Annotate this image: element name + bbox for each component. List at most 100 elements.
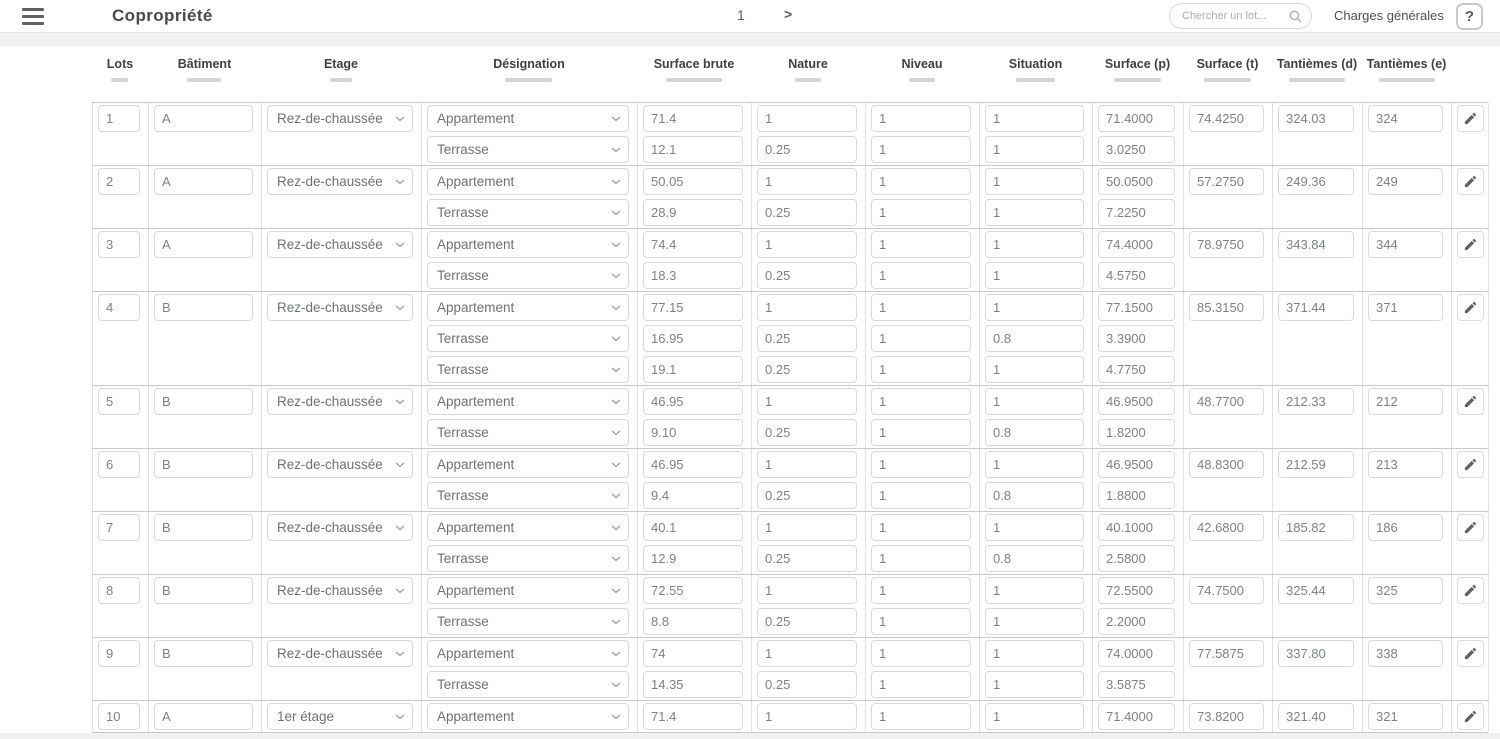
tantiemes-d-input[interactable] <box>1278 168 1354 195</box>
situation-input[interactable] <box>985 640 1084 667</box>
nature-input[interactable] <box>757 703 857 730</box>
edit-lot-button[interactable] <box>1456 640 1484 667</box>
batiment-input[interactable] <box>154 231 253 258</box>
designation-select[interactable]: Appartement <box>427 168 629 195</box>
surface-brute-input[interactable] <box>643 388 743 415</box>
niveau-input[interactable] <box>871 231 971 258</box>
tantiemes-e-input[interactable] <box>1368 640 1443 667</box>
nature-input[interactable] <box>757 168 857 195</box>
tantiemes-e-input[interactable] <box>1368 294 1443 321</box>
menu-hamburger-icon[interactable] <box>22 8 44 25</box>
tantiemes-d-input[interactable] <box>1278 577 1354 604</box>
surface-p-input[interactable] <box>1098 325 1175 352</box>
etage-select[interactable]: Rez-de-chaussée <box>267 577 413 604</box>
niveau-input[interactable] <box>871 419 971 446</box>
lot-number-input[interactable] <box>98 451 140 478</box>
etage-select[interactable]: Rez-de-chaussée <box>267 640 413 667</box>
surface-t-input[interactable] <box>1189 451 1264 478</box>
situation-input[interactable] <box>985 105 1084 132</box>
pagination-next-button[interactable]: > <box>784 6 793 22</box>
etage-select[interactable]: Rez-de-chaussée <box>267 451 413 478</box>
niveau-input[interactable] <box>871 294 971 321</box>
nature-input[interactable] <box>757 356 857 383</box>
surface-brute-input[interactable] <box>643 451 743 478</box>
designation-select[interactable]: Terrasse <box>427 545 629 572</box>
situation-input[interactable] <box>985 608 1084 635</box>
surface-t-input[interactable] <box>1189 514 1264 541</box>
surface-brute-input[interactable] <box>643 325 743 352</box>
surface-p-input[interactable] <box>1098 356 1175 383</box>
nature-input[interactable] <box>757 514 857 541</box>
surface-brute-input[interactable] <box>643 482 743 509</box>
etage-select[interactable]: Rez-de-chaussée <box>267 231 413 258</box>
surface-p-input[interactable] <box>1098 294 1175 321</box>
edit-lot-button[interactable] <box>1456 231 1484 258</box>
edit-lot-button[interactable] <box>1456 577 1484 604</box>
designation-select[interactable]: Appartement <box>427 294 629 321</box>
situation-input[interactable] <box>985 262 1084 289</box>
surface-t-input[interactable] <box>1189 640 1264 667</box>
nature-input[interactable] <box>757 105 857 132</box>
niveau-input[interactable] <box>871 608 971 635</box>
nature-input[interactable] <box>757 325 857 352</box>
edit-lot-button[interactable] <box>1456 388 1484 415</box>
tantiemes-e-input[interactable] <box>1368 577 1443 604</box>
etage-select[interactable]: Rez-de-chaussée <box>267 105 413 132</box>
lot-number-input[interactable] <box>98 168 140 195</box>
niveau-input[interactable] <box>871 703 971 730</box>
surface-p-input[interactable] <box>1098 262 1175 289</box>
surface-t-input[interactable] <box>1189 388 1264 415</box>
designation-select[interactable]: Appartement <box>427 703 629 730</box>
tantiemes-e-input[interactable] <box>1368 388 1443 415</box>
niveau-input[interactable] <box>871 168 971 195</box>
lot-number-input[interactable] <box>98 640 140 667</box>
nature-input[interactable] <box>757 671 857 698</box>
tantiemes-e-input[interactable] <box>1368 168 1443 195</box>
batiment-input[interactable] <box>154 294 253 321</box>
batiment-input[interactable] <box>154 168 253 195</box>
designation-select[interactable]: Terrasse <box>427 482 629 509</box>
surface-brute-input[interactable] <box>643 105 743 132</box>
designation-select[interactable]: Appartement <box>427 231 629 258</box>
surface-brute-input[interactable] <box>643 419 743 446</box>
edit-lot-button[interactable] <box>1456 514 1484 541</box>
batiment-input[interactable] <box>154 105 253 132</box>
nature-input[interactable] <box>757 640 857 667</box>
situation-input[interactable] <box>985 199 1084 226</box>
tantiemes-e-input[interactable] <box>1368 451 1443 478</box>
surface-t-input[interactable] <box>1189 168 1264 195</box>
surface-brute-input[interactable] <box>643 703 743 730</box>
surface-p-input[interactable] <box>1098 514 1175 541</box>
surface-p-input[interactable] <box>1098 482 1175 509</box>
niveau-input[interactable] <box>871 262 971 289</box>
etage-select[interactable]: Rez-de-chaussée <box>267 388 413 415</box>
surface-t-input[interactable] <box>1189 105 1264 132</box>
edit-lot-button[interactable] <box>1456 294 1484 321</box>
nature-input[interactable] <box>757 419 857 446</box>
niveau-input[interactable] <box>871 105 971 132</box>
situation-input[interactable] <box>985 168 1084 195</box>
lot-number-input[interactable] <box>98 388 140 415</box>
etage-select[interactable]: Rez-de-chaussée <box>267 294 413 321</box>
tantiemes-d-input[interactable] <box>1278 388 1354 415</box>
surface-t-input[interactable] <box>1189 577 1264 604</box>
nature-input[interactable] <box>757 136 857 163</box>
lot-number-input[interactable] <box>98 577 140 604</box>
batiment-input[interactable] <box>154 577 253 604</box>
niveau-input[interactable] <box>871 514 971 541</box>
designation-select[interactable]: Terrasse <box>427 199 629 226</box>
surface-p-input[interactable] <box>1098 640 1175 667</box>
etage-select[interactable]: Rez-de-chaussée <box>267 514 413 541</box>
surface-brute-input[interactable] <box>643 514 743 541</box>
surface-p-input[interactable] <box>1098 168 1175 195</box>
tantiemes-e-input[interactable] <box>1368 514 1443 541</box>
designation-select[interactable]: Appartement <box>427 514 629 541</box>
batiment-input[interactable] <box>154 451 253 478</box>
niveau-input[interactable] <box>871 482 971 509</box>
surface-t-input[interactable] <box>1189 703 1264 730</box>
niveau-input[interactable] <box>871 671 971 698</box>
situation-input[interactable] <box>985 671 1084 698</box>
designation-select[interactable]: Appartement <box>427 451 629 478</box>
situation-input[interactable] <box>985 388 1084 415</box>
surface-p-input[interactable] <box>1098 388 1175 415</box>
